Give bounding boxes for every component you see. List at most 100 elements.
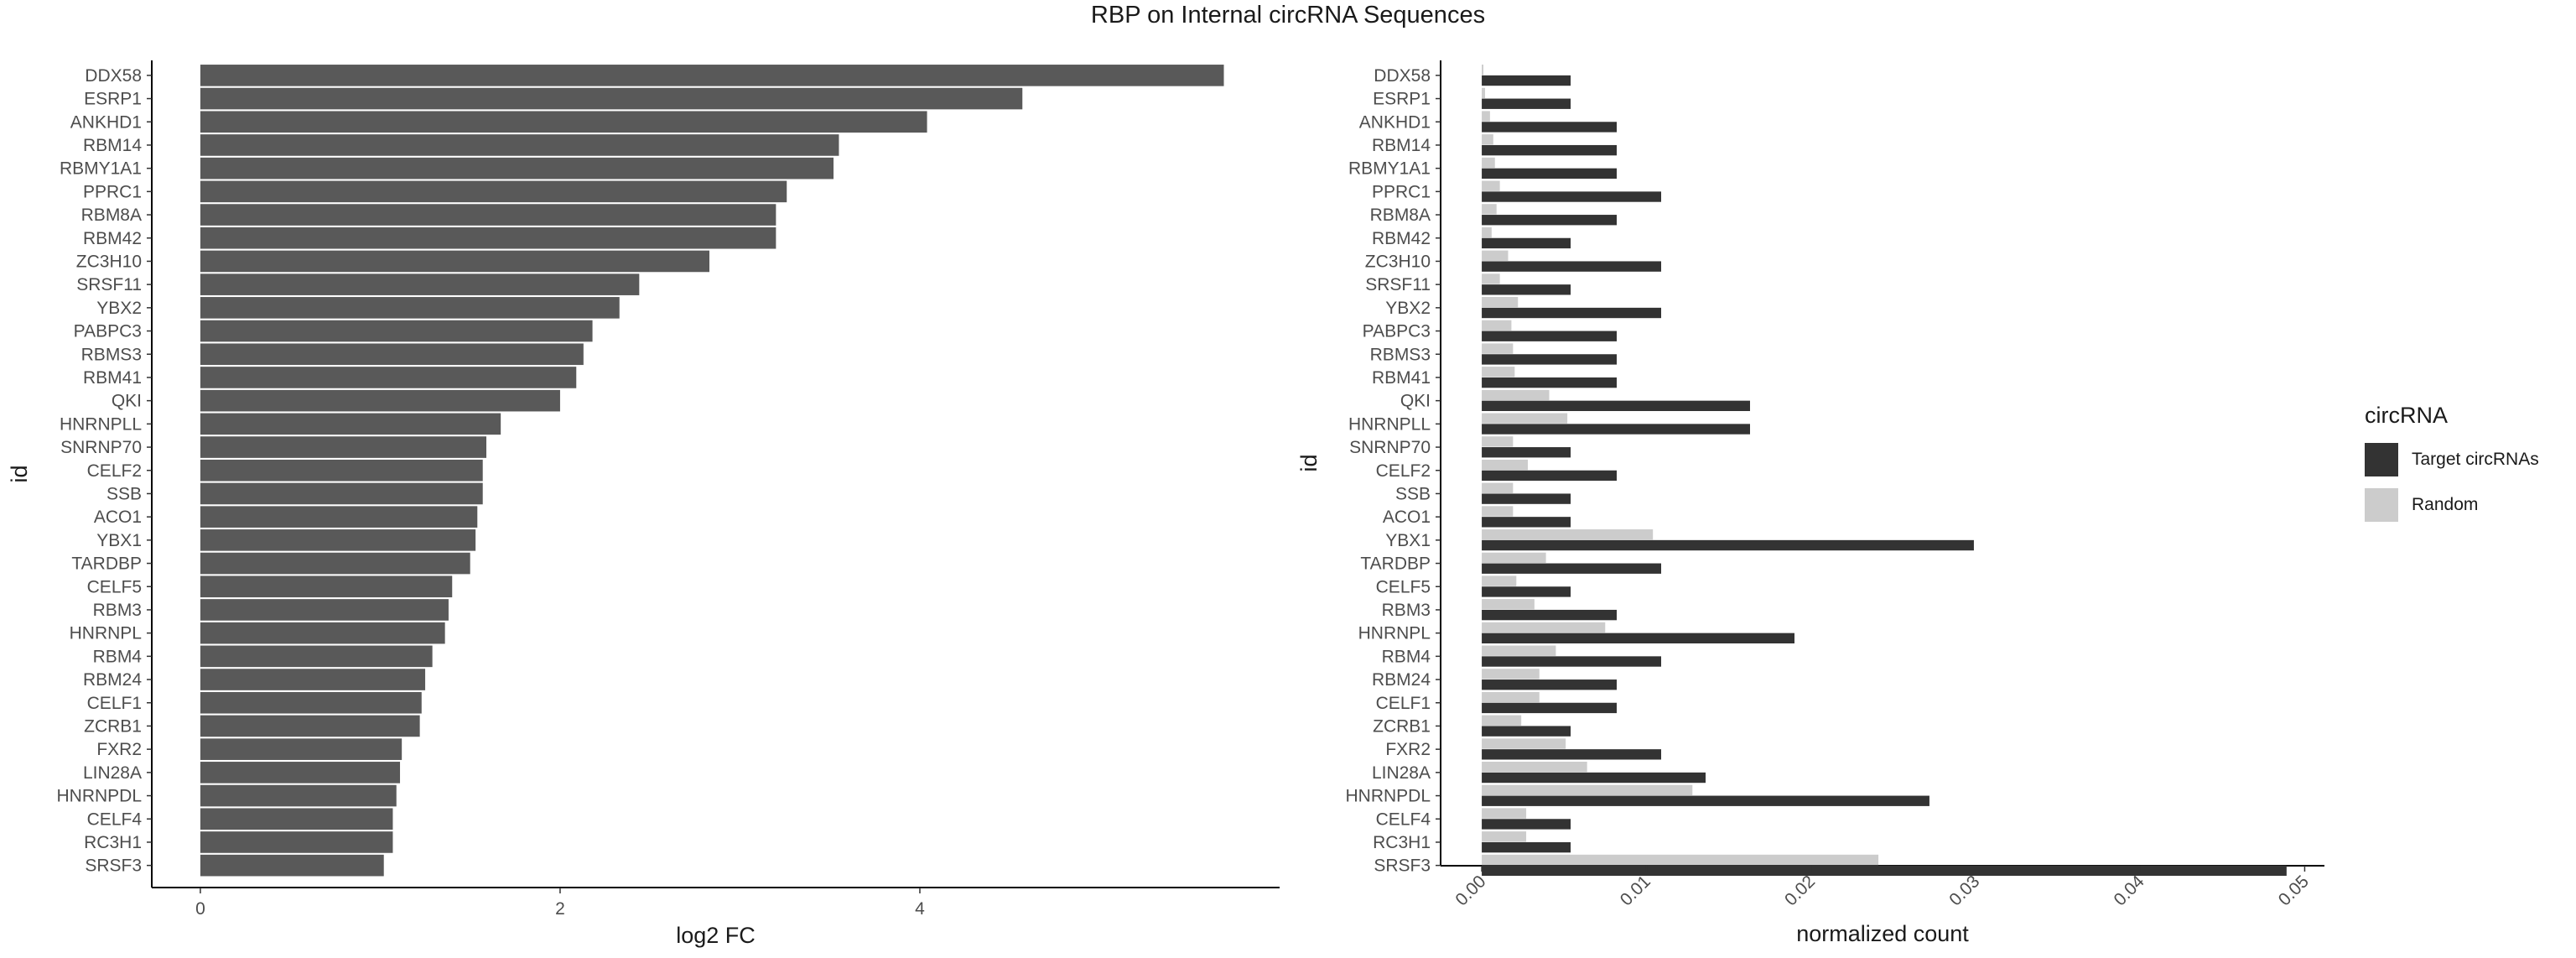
y-tick-label-qki: QKI xyxy=(1400,392,1431,411)
legend-label-random: Random xyxy=(2412,495,2479,514)
bar-target-circrnas-ankhd1 xyxy=(1482,122,1618,133)
bar-random-celf5 xyxy=(1482,575,1517,586)
y-tick-label-ybx1: YBX1 xyxy=(1385,531,1431,550)
bar-target-circrnas-celf4 xyxy=(1482,819,1571,830)
y-tick-label-hnrnpdl: HNRNPDL xyxy=(1345,787,1431,806)
y-tick-label-rbm42: RBM42 xyxy=(83,229,142,248)
bar-rbm41 xyxy=(200,367,577,388)
bar-target-circrnas-rbm8a xyxy=(1482,215,1618,226)
y-tick-label-celf5: CELF5 xyxy=(87,577,142,596)
bar-srsf11 xyxy=(200,273,640,295)
y-tick-label-ssb: SSB xyxy=(1395,484,1431,503)
bar-tardbp xyxy=(200,552,470,575)
bar-target-circrnas-snrnp70 xyxy=(1482,447,1571,458)
bar-random-aco1 xyxy=(1482,506,1514,517)
y-tick-label-tardbp: TARDBP xyxy=(71,554,142,574)
bar-random-hnrnpll xyxy=(1482,413,1568,424)
x-tick-label-1-4: 0.04 xyxy=(2111,872,2148,909)
x-tick-label-0-0: 0 xyxy=(195,899,205,919)
bar-ssb xyxy=(200,482,483,505)
y-tick-label-celf2: CELF2 xyxy=(1376,461,1431,481)
bar-target-circrnas-celf5 xyxy=(1482,586,1571,597)
y-tick-label-rbm14: RBM14 xyxy=(1372,136,1431,155)
bar-target-circrnas-pabpc3 xyxy=(1482,331,1618,341)
bar-celf4 xyxy=(200,808,393,830)
bar-random-zcrb1 xyxy=(1482,715,1522,726)
y-tick-label-rbm24: RBM24 xyxy=(1372,670,1431,690)
y-tick-label-fxr2: FXR2 xyxy=(96,740,142,759)
y-tick-label-rbms3: RBMS3 xyxy=(81,345,142,364)
bar-random-hnrnpdl xyxy=(1482,784,1693,796)
bar-random-ankhd1 xyxy=(1482,111,1490,122)
bar-target-circrnas-rbm41 xyxy=(1482,377,1618,388)
y-tick-label-rbm4: RBM4 xyxy=(93,647,143,666)
bar-pabpc3 xyxy=(200,320,593,342)
bar-random-rbm3 xyxy=(1482,599,1535,610)
y-tick-label-ybx2: YBX2 xyxy=(96,299,142,318)
bar-target-circrnas-fxr2 xyxy=(1482,749,1662,760)
bar-ybx1 xyxy=(200,529,476,551)
legend-item-target: Target circRNAs xyxy=(2365,442,2566,477)
bar-random-celf2 xyxy=(1482,459,1529,471)
bar-random-qki xyxy=(1482,389,1550,401)
bar-target-circrnas-qki xyxy=(1482,400,1750,411)
x-axis-title-0: log2 FC xyxy=(676,923,756,948)
bar-target-circrnas-pprc1 xyxy=(1482,191,1662,202)
y-tick-label-hnrnpll: HNRNPLL xyxy=(1348,414,1431,434)
bar-random-tardbp xyxy=(1482,552,1546,564)
y-tick-label-rbm3: RBM3 xyxy=(93,601,142,620)
bar-rc3h1 xyxy=(200,831,393,853)
bar-target-circrnas-hnrnpl xyxy=(1482,633,1794,643)
y-tick-label-lin28a: LIN28A xyxy=(1372,763,1431,783)
bar-target-circrnas-rbm14 xyxy=(1482,144,1618,156)
y-tick-label-pabpc3: PABPC3 xyxy=(74,322,142,341)
bar-random-hnrnpl xyxy=(1482,622,1606,633)
bar-target-circrnas-rbm3 xyxy=(1482,609,1618,621)
y-tick-label-rbms3: RBMS3 xyxy=(1370,345,1431,364)
bar-random-esrp1 xyxy=(1482,87,1485,99)
bar-ybx2 xyxy=(200,297,620,319)
x-axis-title-1: normalized count xyxy=(1796,921,1969,946)
y-tick-label-lin28a: LIN28A xyxy=(83,763,142,783)
bar-celf5 xyxy=(200,575,453,598)
legend-item-random: Random xyxy=(2365,487,2566,523)
x-tick-label-1-3: 0.03 xyxy=(1945,872,1983,909)
y-tick-label-ddx58: DDX58 xyxy=(1374,66,1431,86)
x-tick-label-1-1: 0.01 xyxy=(1617,872,1654,909)
bar-random-ssb xyxy=(1482,482,1514,493)
y-tick-label-ssb: SSB xyxy=(106,484,142,503)
y-tick-label-pprc1: PPRC1 xyxy=(1372,182,1431,201)
bar-random-srsf11 xyxy=(1482,273,1500,284)
y-tick-label-rc3h1: RC3H1 xyxy=(1373,833,1431,852)
bar-target-circrnas-ybx2 xyxy=(1482,307,1662,319)
y-tick-label-srsf3: SRSF3 xyxy=(1374,856,1431,876)
bar-random-snrnp70 xyxy=(1482,436,1514,447)
bar-celf1 xyxy=(200,691,422,714)
bar-random-rbm14 xyxy=(1482,134,1493,145)
y-tick-label-zcrb1: ZCRB1 xyxy=(1373,716,1431,736)
y-tick-label-aco1: ACO1 xyxy=(1383,508,1431,527)
x-tick-label-1-5: 0.05 xyxy=(2275,872,2313,909)
y-tick-label-hnrnpl: HNRNPL xyxy=(1358,624,1431,643)
y-tick-label-celf5: CELF5 xyxy=(1376,577,1431,596)
y-tick-label-snrnp70: SNRNP70 xyxy=(60,438,142,457)
bar-qki xyxy=(200,389,560,412)
y-tick-label-ddx58: DDX58 xyxy=(85,66,142,86)
bar-random-rbmy1a1 xyxy=(1482,157,1495,169)
bar-target-circrnas-aco1 xyxy=(1482,517,1571,528)
bar-target-circrnas-rbm24 xyxy=(1482,679,1618,690)
bar-target-circrnas-celf2 xyxy=(1482,470,1618,482)
bar-lin28a xyxy=(200,762,401,784)
bar-target-circrnas-zc3h10 xyxy=(1482,261,1662,272)
y-tick-label-ybx2: YBX2 xyxy=(1385,299,1431,318)
y-tick-label-rbm41: RBM41 xyxy=(83,368,142,388)
bar-rbm14 xyxy=(200,134,839,156)
bar-random-rbm24 xyxy=(1482,669,1540,679)
y-tick-label-snrnp70: SNRNP70 xyxy=(1349,438,1431,457)
y-tick-label-rbm14: RBM14 xyxy=(83,136,142,155)
y-tick-label-celf4: CELF4 xyxy=(87,810,143,829)
bar-snrnp70 xyxy=(200,436,486,458)
bar-random-celf1 xyxy=(1482,691,1540,703)
